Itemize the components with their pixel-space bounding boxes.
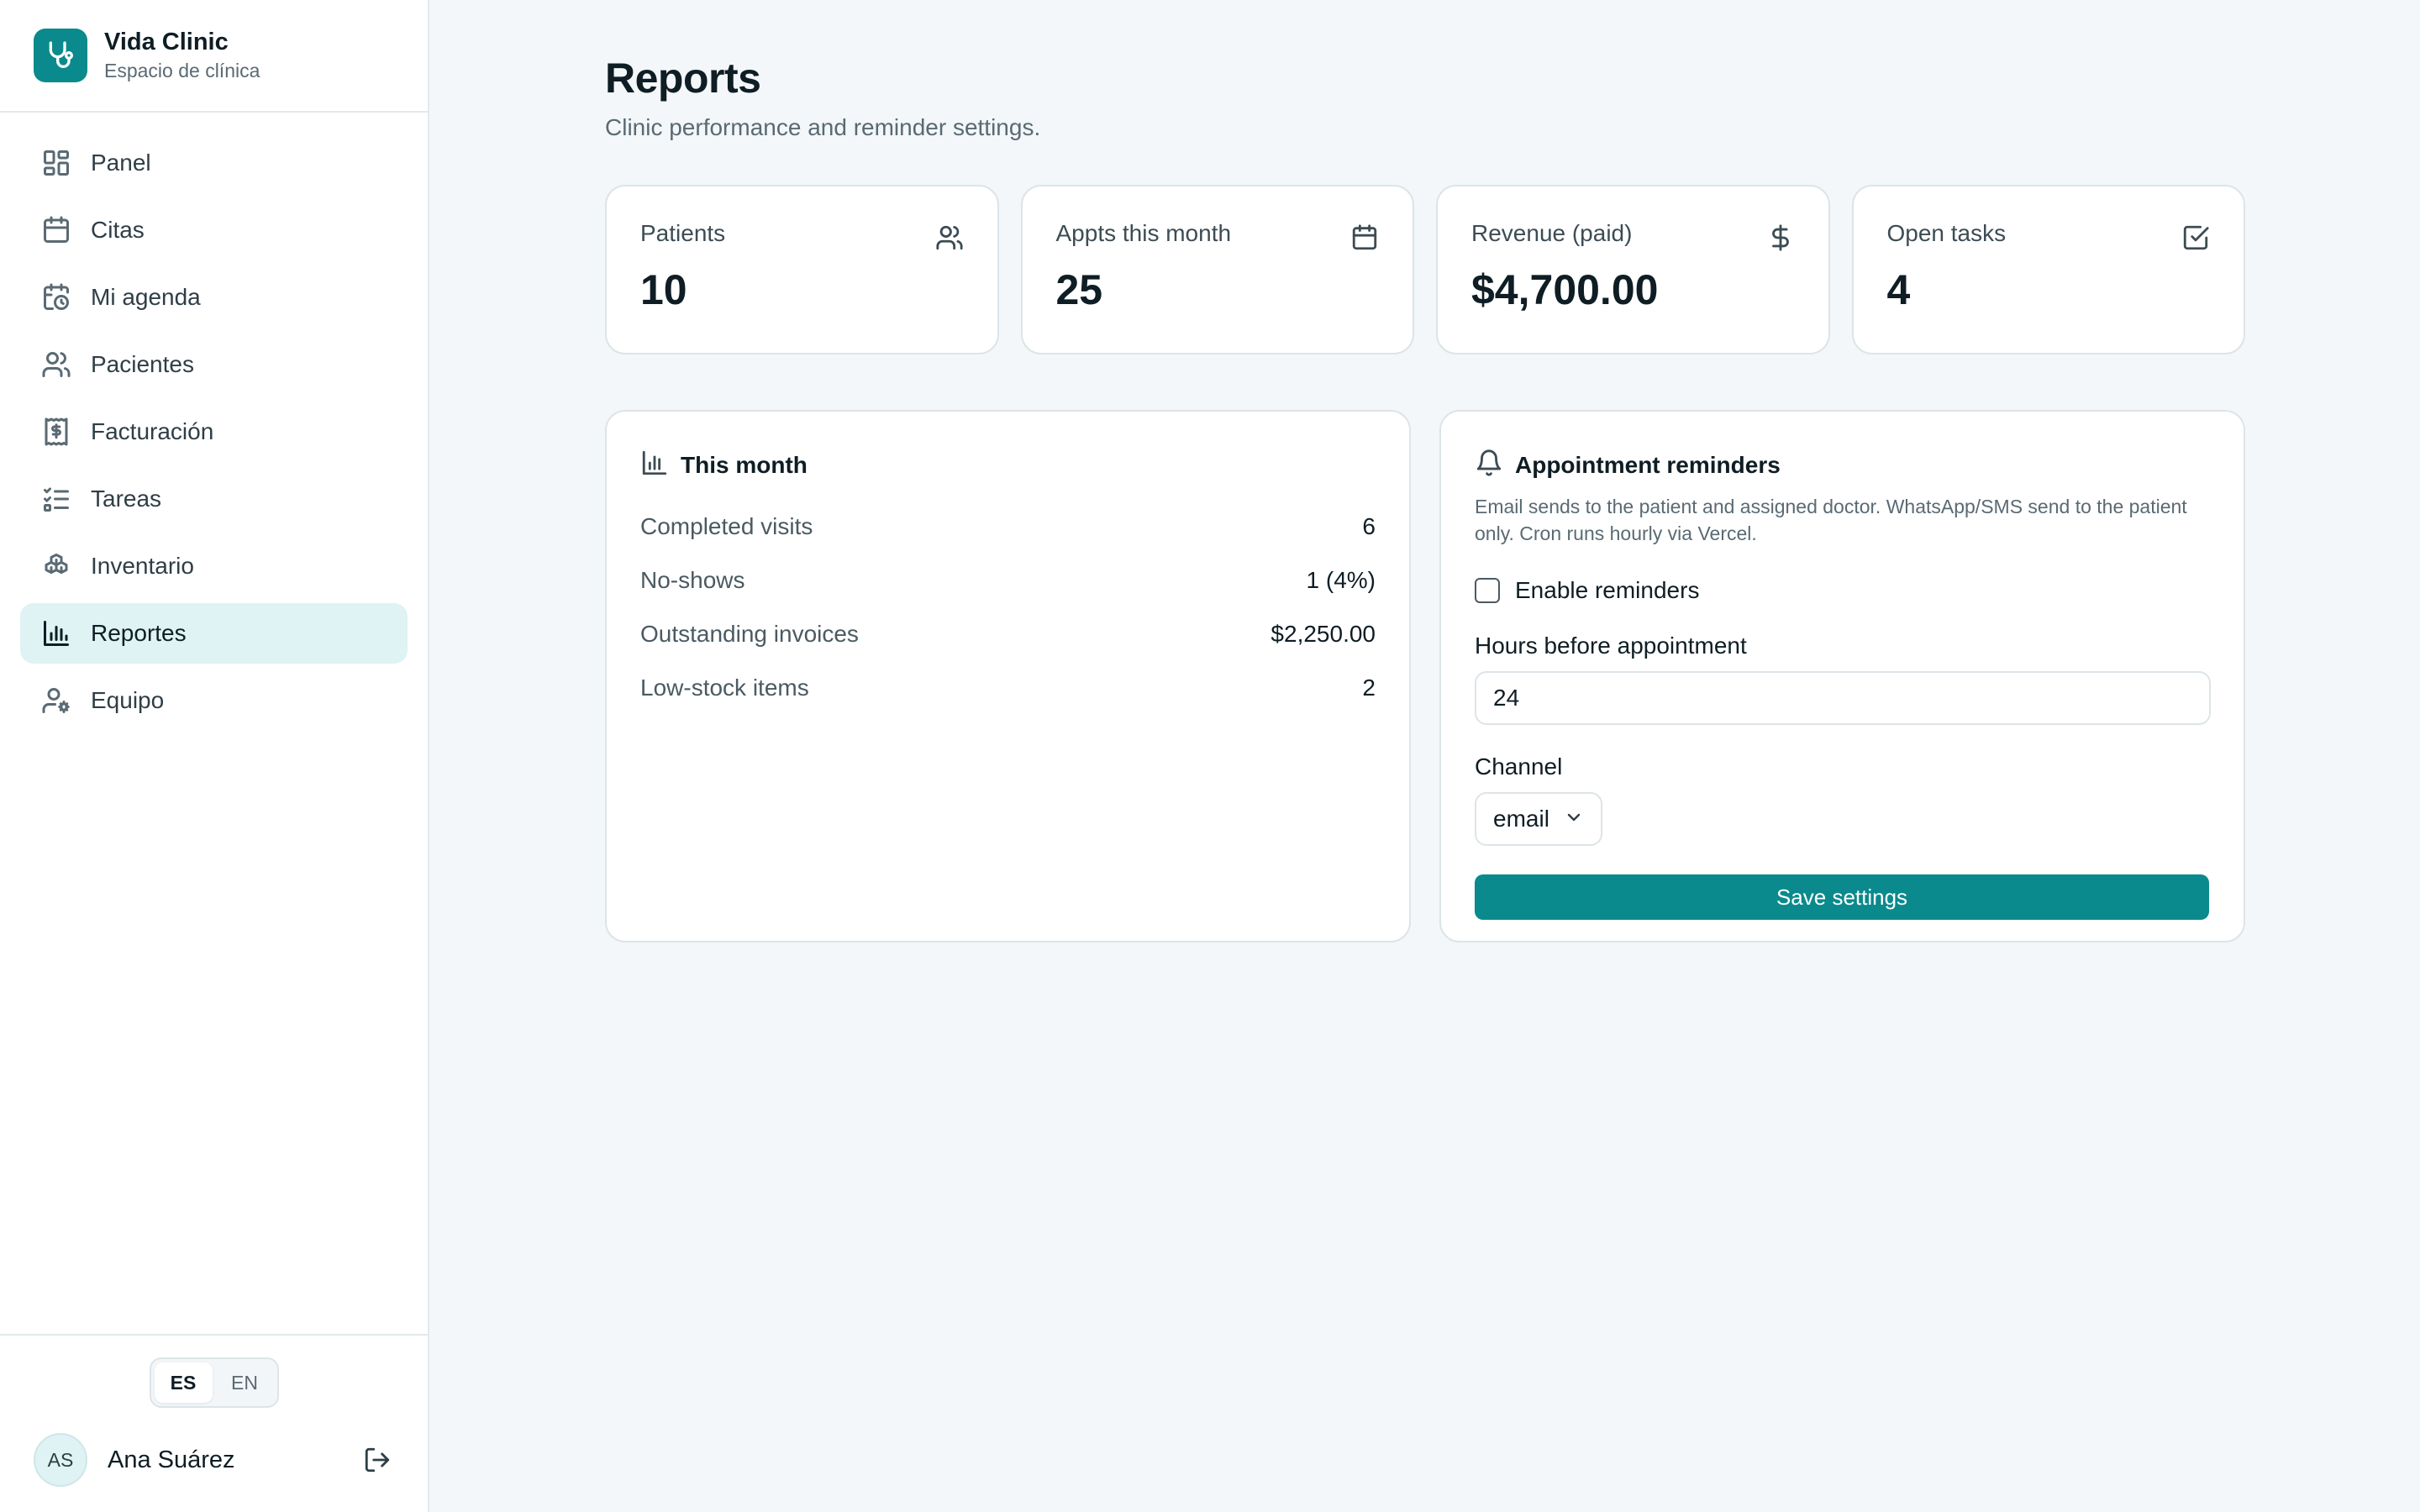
brand-subtitle: Espacio de clínica — [104, 60, 260, 81]
panels-row: This month Completed visits 6 No-shows 1… — [605, 410, 2245, 942]
metric-label: No-shows — [640, 567, 745, 593]
calendar-clock-icon — [40, 281, 72, 313]
user-cog-icon — [40, 685, 72, 717]
stethoscope-icon — [34, 29, 87, 82]
channel-select[interactable]: email — [1475, 792, 1602, 846]
users-icon — [935, 223, 964, 252]
stat-card-revenue: Revenue (paid) $4,700.00 — [1436, 185, 1830, 354]
stat-card-patients: Patients 10 — [605, 185, 999, 354]
metric-value: $2,250.00 — [1270, 621, 1376, 647]
stat-label: Revenue (paid) — [1471, 220, 1633, 246]
stat-label: Open tasks — [1886, 220, 2007, 246]
channel-select-value: email — [1493, 806, 1549, 832]
sidebar-item-tareas[interactable]: Tareas — [20, 469, 408, 529]
sidebar-nav: Panel Citas Mi agenda Pacientes — [0, 113, 428, 1334]
this-month-panel: This month Completed visits 6 No-shows 1… — [605, 410, 1411, 942]
panel-header: This month — [640, 449, 1376, 481]
stats-row: Patients 10 Appts this month 25 Revenue … — [605, 185, 2245, 354]
list-item: Completed visits 6 — [640, 500, 1376, 554]
sidebar-footer: ES EN AS Ana Suárez — [0, 1334, 428, 1512]
calendar-icon — [1350, 223, 1379, 252]
calendar-icon — [40, 214, 72, 246]
brand-name: Vida Clinic — [104, 29, 229, 55]
metric-value: 1 (4%) — [1306, 567, 1376, 593]
logout-icon[interactable] — [360, 1443, 394, 1477]
stat-value: 25 — [1055, 266, 1103, 313]
sidebar-item-label: Equipo — [91, 687, 165, 713]
sidebar-item-label: Tareas — [91, 486, 162, 512]
enable-reminders-label: Enable reminders — [1515, 577, 1700, 603]
sidebar-item-label: Mi agenda — [91, 284, 201, 310]
sidebar-item-label: Pacientes — [91, 351, 194, 377]
sidebar-item-label: Inventario — [91, 553, 194, 579]
sidebar-item-citas[interactable]: Citas — [20, 200, 408, 260]
sidebar-item-label: Reportes — [91, 620, 187, 646]
save-settings-button[interactable]: Save settings — [1475, 874, 2209, 920]
avatar: AS — [34, 1433, 87, 1487]
checklist-icon — [40, 483, 72, 515]
metric-value: 2 — [1362, 675, 1376, 701]
brand-header: Vida Clinic Espacio de clínica — [0, 0, 428, 113]
sidebar-item-equipo[interactable]: Equipo — [20, 670, 408, 731]
reminders-description: Email sends to the patient and assigned … — [1475, 496, 2187, 544]
sidebar: Vida Clinic Espacio de clínica Panel Cit… — [0, 0, 429, 1512]
sidebar-item-facturacion[interactable]: Facturación — [20, 402, 408, 462]
enable-reminders-checkbox[interactable] — [1475, 578, 1500, 603]
bar-chart-icon — [40, 617, 72, 649]
bell-icon — [1475, 449, 1503, 481]
metric-label: Completed visits — [640, 513, 813, 539]
sidebar-item-label: Facturación — [91, 418, 214, 444]
bar-chart-icon — [640, 449, 669, 481]
dollar-icon — [1766, 223, 1795, 252]
enable-reminders-row[interactable]: Enable reminders — [1475, 577, 2210, 604]
metric-label: Outstanding invoices — [640, 621, 859, 647]
stat-label: Appts this month — [1055, 220, 1232, 246]
receipt-icon — [40, 416, 72, 448]
list-item: Low-stock items 2 — [640, 661, 1376, 715]
users-icon — [40, 349, 72, 381]
channel-label: Channel — [1475, 753, 1563, 780]
dashboard-icon — [40, 147, 72, 179]
stat-value: 10 — [640, 266, 687, 313]
language-option-es[interactable]: ES — [154, 1362, 213, 1403]
stat-value: 4 — [1886, 266, 1911, 313]
stat-value: $4,700.00 — [1471, 266, 1659, 313]
metric-list: Completed visits 6 No-shows 1 (4%) Outst… — [640, 500, 1376, 715]
panel-title: Appointment reminders — [1515, 451, 1781, 478]
user-name: Ana Suárez — [108, 1446, 235, 1473]
sidebar-item-label: Citas — [91, 217, 145, 243]
sidebar-item-mi-agenda[interactable]: Mi agenda — [20, 267, 408, 328]
stat-card-appointments: Appts this month 25 — [1020, 185, 1414, 354]
list-item: No-shows 1 (4%) — [640, 554, 1376, 607]
hours-label: Hours before appointment — [1475, 633, 1747, 659]
list-item: Outstanding invoices $2,250.00 — [640, 607, 1376, 661]
sidebar-item-pacientes[interactable]: Pacientes — [20, 334, 408, 395]
sidebar-item-inventario[interactable]: Inventario — [20, 536, 408, 596]
language-option-en[interactable]: EN — [231, 1371, 258, 1394]
sidebar-item-label: Panel — [91, 150, 151, 176]
panel-header: Appointment reminders — [1475, 449, 2210, 481]
boxes-icon — [40, 550, 72, 582]
user-profile: AS Ana Suárez — [34, 1433, 394, 1487]
language-toggle: ES EN — [149, 1357, 279, 1408]
reminders-panel: Appointment reminders Email sends to the… — [1439, 410, 2245, 942]
panel-title: This month — [681, 451, 808, 478]
stat-card-open-tasks: Open tasks 4 — [1851, 185, 2245, 354]
check-square-icon — [2181, 223, 2210, 252]
main-content: Reports Clinic performance and reminder … — [429, 0, 2420, 1512]
metric-label: Low-stock items — [640, 675, 809, 701]
chevron-down-icon — [1564, 807, 1584, 832]
stat-label: Patients — [640, 220, 726, 246]
page-title: Reports — [605, 55, 761, 102]
sidebar-item-panel[interactable]: Panel — [20, 133, 408, 193]
page-subtitle: Clinic performance and reminder settings… — [605, 114, 1041, 140]
sidebar-item-reportes[interactable]: Reportes — [20, 603, 408, 664]
hours-input[interactable]: 24 — [1475, 671, 2211, 725]
metric-value: 6 — [1362, 513, 1376, 539]
